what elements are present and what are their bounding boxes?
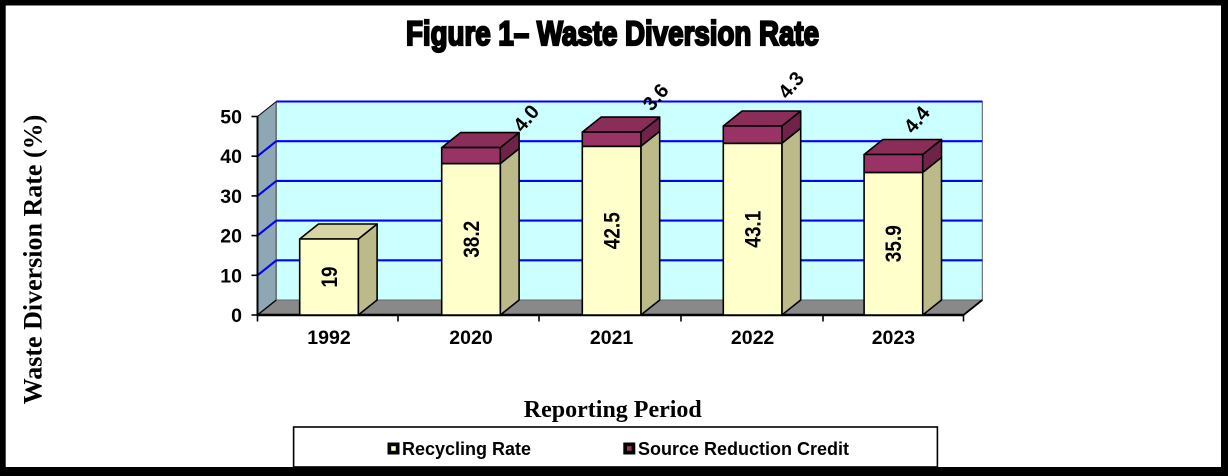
svg-text:42.5: 42.5 xyxy=(599,212,624,249)
svg-text:19: 19 xyxy=(317,267,342,288)
svg-text:2020: 2020 xyxy=(449,327,493,349)
svg-text:Reporting Period: Reporting Period xyxy=(524,397,703,423)
svg-text:Waste Diversion Rate (%): Waste Diversion Rate (%) xyxy=(19,115,48,405)
svg-text:43.1: 43.1 xyxy=(740,211,765,248)
svg-text:0: 0 xyxy=(231,305,242,327)
svg-text:2022: 2022 xyxy=(731,327,775,349)
svg-text:Figure 1– Waste Diversion Rate: Figure 1– Waste Diversion Rate xyxy=(406,14,819,52)
svg-text:50: 50 xyxy=(220,107,242,129)
svg-text:40: 40 xyxy=(220,146,242,168)
svg-text:35.9: 35.9 xyxy=(881,225,906,262)
svg-text:20: 20 xyxy=(220,226,242,248)
svg-text:1992: 1992 xyxy=(307,327,351,349)
svg-text:Source Reduction Credit: Source Reduction Credit xyxy=(638,439,849,459)
svg-text:2023: 2023 xyxy=(872,327,916,349)
svg-text:30: 30 xyxy=(220,186,242,208)
svg-text:10: 10 xyxy=(220,265,242,287)
svg-text:2021: 2021 xyxy=(590,327,634,349)
svg-text:Recycling Rate: Recycling Rate xyxy=(402,439,531,459)
svg-text:38.2: 38.2 xyxy=(459,221,484,258)
